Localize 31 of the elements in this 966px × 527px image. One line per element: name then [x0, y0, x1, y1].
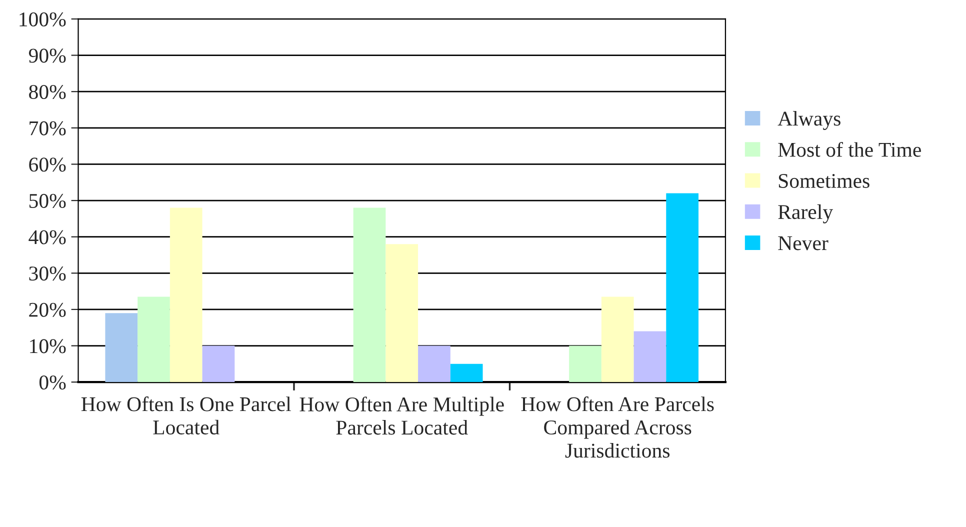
x-tick-label: How Often Is One Parcel Located: [81, 396, 291, 434]
y-tick-label: 70%: [30, 121, 66, 136]
bar: [170, 208, 202, 382]
bar: [634, 331, 666, 382]
bar: [666, 193, 698, 382]
y-tick-label: 40%: [28, 230, 66, 244]
legend-label: Sometimes: [778, 174, 870, 188]
legend-label: Always: [778, 111, 840, 130]
y-tick-label: 0%: [39, 375, 66, 390]
legend-label: Most of the Time: [778, 142, 921, 157]
y-tick-label: 60%: [29, 158, 66, 172]
y-tick-label: 50%: [29, 194, 66, 208]
bar: [353, 208, 386, 382]
bar: [450, 364, 483, 382]
legend-label: Rarely: [778, 204, 833, 224]
y-tick-label: 100%: [20, 12, 66, 26]
y-tick-label: 20%: [29, 302, 66, 317]
bar: [601, 296, 634, 382]
y-tick-label: 80%: [29, 84, 66, 100]
x-tick-label: How Often Are Multiple Parcels Located: [300, 396, 504, 435]
bar: [202, 346, 235, 382]
x-tick-label: How Often Are Parcels Compared Across Jurisdictions: [521, 396, 714, 458]
bar: [418, 346, 450, 382]
bar: [138, 296, 170, 382]
legend-label: Never: [778, 236, 828, 250]
bar: [105, 313, 138, 382]
y-tick-label: 10%: [30, 339, 66, 354]
y-tick-label: 90%: [28, 48, 66, 63]
bar: [569, 346, 602, 382]
bar: [386, 244, 418, 382]
y-tick-label: 30%: [29, 266, 66, 281]
